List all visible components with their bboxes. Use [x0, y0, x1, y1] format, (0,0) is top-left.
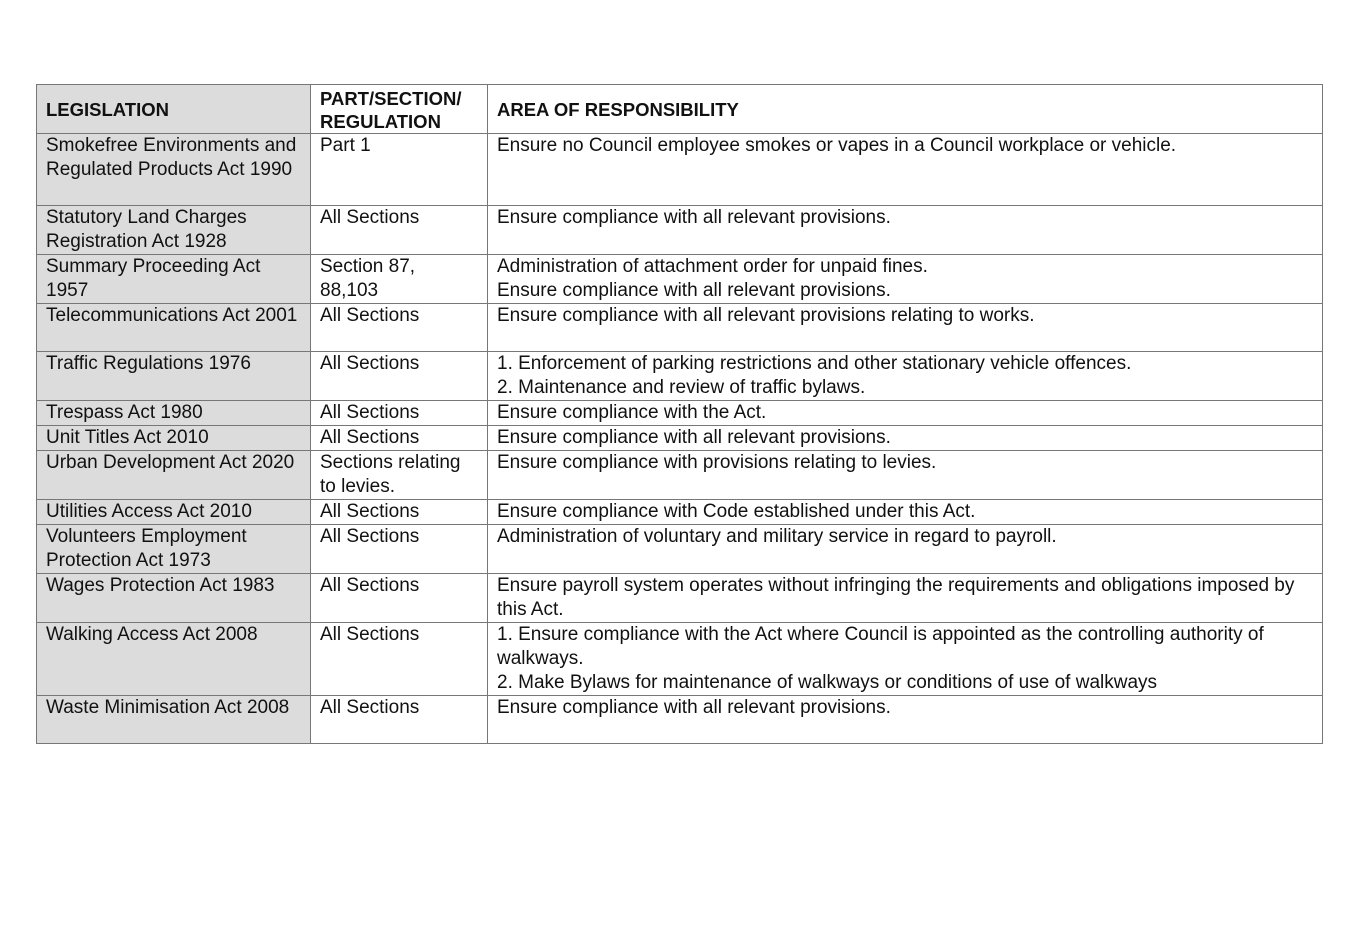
area-cell: Ensure no Council employee smokes or vap…	[487, 133, 1323, 206]
table-row: Traffic Regulations 1976 All Sections 1. E…	[36, 351, 1323, 401]
area-cell: 1. Ensure compliance with the Act where …	[487, 622, 1323, 696]
legislation-cell: Utilities Access Act 2010	[36, 499, 311, 525]
area-line: Ensure compliance with Code established …	[497, 501, 976, 522]
section-cell: All Sections	[310, 400, 488, 426]
table-row: Utilities Access Act 2010 All Sections Ens…	[36, 499, 1323, 525]
area-line: Administration of voluntary and military…	[497, 526, 1057, 547]
area-line: Ensure compliance with all relevant prov…	[497, 280, 891, 301]
legislation-cell: Unit Titles Act 2010	[36, 425, 311, 451]
area-line: Ensure compliance with provisions relati…	[497, 452, 937, 473]
area-cell: Administration of attachment order for u…	[487, 254, 1323, 304]
section-cell: All Sections	[310, 499, 488, 525]
legislation-cell: Walking Access Act 2008	[36, 622, 311, 696]
legislation-cell: Summary Proceeding Act 1957	[36, 254, 311, 304]
table-row: Summary Proceeding Act 1957 Section 87, 8…	[36, 254, 1323, 304]
table-row: Telecommunications Act 2001 All Sections E…	[36, 303, 1323, 352]
area-line: 1. Ensure compliance with the Act where …	[497, 624, 1264, 669]
area-cell: 1. Enforcement of parking restrictions a…	[487, 351, 1323, 401]
table-row: Urban Development Act 2020 Sections relat…	[36, 450, 1323, 500]
area-line: 2. Make Bylaws for maintenance of walkwa…	[497, 672, 1158, 693]
legislation-cell: Waste Minimisation Act 2008	[36, 695, 311, 744]
area-line: 1. Enforcement of parking restrictions a…	[497, 353, 1132, 374]
area-cell: Ensure compliance with the Act.	[487, 400, 1323, 426]
header-row: LEGISLATION PART/SECTION/ REGULATION ARE…	[36, 84, 1323, 134]
area-line: Ensure compliance with all relevant prov…	[497, 697, 891, 718]
table-row: Smokefree Environments and Regulated Pro…	[36, 133, 1323, 206]
section-cell: All Sections	[310, 695, 488, 744]
area-cell: Ensure compliance with all relevant prov…	[487, 425, 1323, 451]
section-cell: All Sections	[310, 573, 488, 623]
legislation-cell: Traffic Regulations 1976	[36, 351, 311, 401]
section-cell: Part 1	[310, 133, 488, 206]
area-line: Ensure payroll system operates without i…	[497, 575, 1295, 620]
table-row: Wages Protection Act 1983 All Sections Ens…	[36, 573, 1323, 623]
area-cell: Ensure payroll system operates without i…	[487, 573, 1323, 623]
legislation-cell: Statutory Land Charges Registration Act …	[36, 205, 311, 255]
area-cell: Ensure compliance with all relevant prov…	[487, 695, 1323, 744]
header-legislation: LEGISLATION	[36, 84, 311, 134]
table-row: Waste Minimisation Act 2008 All Sections E…	[36, 695, 1323, 744]
legislation-cell: Trespass Act 1980	[36, 400, 311, 426]
section-cell: Section 87, 88,103	[310, 254, 488, 304]
section-cell: All Sections	[310, 622, 488, 696]
header-area: AREA OF RESPONSIBILITY	[487, 84, 1323, 134]
legislation-cell: Telecommunications Act 2001	[36, 303, 311, 352]
area-line: Ensure compliance with all relevant prov…	[497, 427, 891, 448]
header-section: PART/SECTION/ REGULATION	[310, 84, 488, 134]
legislation-cell: Urban Development Act 2020	[36, 450, 311, 500]
table-row: Trespass Act 1980 All Sections Ensure comp…	[36, 400, 1323, 426]
area-line: Ensure compliance with all relevant prov…	[497, 207, 891, 228]
section-cell: All Sections	[310, 351, 488, 401]
area-line: 2. Maintenance and review of traffic byl…	[497, 377, 866, 398]
section-cell: All Sections	[310, 425, 488, 451]
legislation-cell: Volunteers Employment Protection Act 197…	[36, 524, 311, 574]
section-cell: All Sections	[310, 524, 488, 574]
section-cell: Sections relating to levies.	[310, 450, 488, 500]
section-cell: All Sections	[310, 303, 488, 352]
area-line: Ensure no Council employee smokes or vap…	[497, 135, 1177, 156]
table-row: Walking Access Act 2008 All Sections 1. En…	[36, 622, 1323, 696]
area-cell: Administration of voluntary and military…	[487, 524, 1323, 574]
area-line: Administration of attachment order for u…	[497, 256, 928, 277]
legislation-table: LEGISLATION PART/SECTION/ REGULATION ARE…	[36, 84, 1323, 744]
area-line: Ensure compliance with the Act.	[497, 402, 767, 423]
table-row: Volunteers Employment Protection Act 197…	[36, 524, 1323, 574]
area-cell: Ensure compliance with all relevant prov…	[487, 303, 1323, 352]
table-row: Statutory Land Charges Registration Act …	[36, 205, 1323, 255]
area-cell: Ensure compliance with Code established …	[487, 499, 1323, 525]
area-cell: Ensure compliance with all relevant prov…	[487, 205, 1323, 255]
legislation-cell: Wages Protection Act 1983	[36, 573, 311, 623]
area-line: Ensure compliance with all relevant prov…	[497, 305, 1035, 326]
area-cell: Ensure compliance with provisions relati…	[487, 450, 1323, 500]
legislation-cell: Smokefree Environments and Regulated Pro…	[36, 133, 311, 206]
section-cell: All Sections	[310, 205, 488, 255]
table-row: Unit Titles Act 2010 All Sections Ensure c…	[36, 425, 1323, 451]
